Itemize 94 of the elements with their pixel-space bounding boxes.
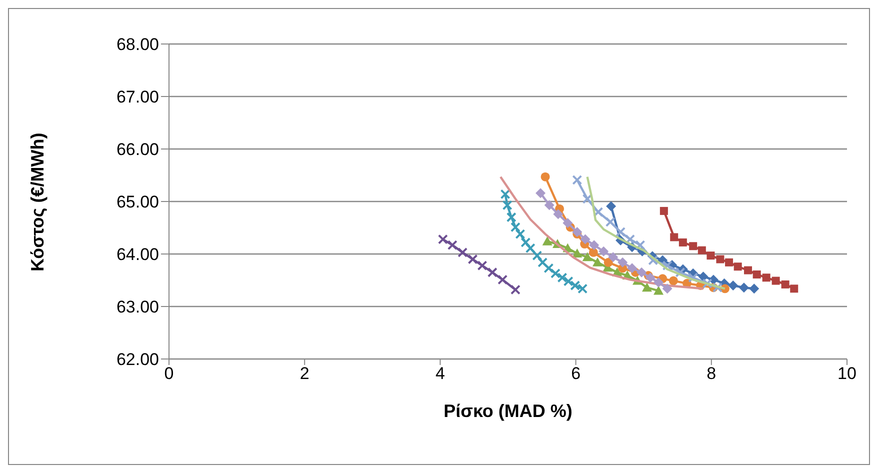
point bbox=[734, 262, 742, 271]
point bbox=[606, 201, 616, 212]
point bbox=[582, 252, 592, 262]
point bbox=[688, 272, 698, 283]
point bbox=[582, 194, 592, 204]
point bbox=[557, 272, 568, 283]
point bbox=[689, 242, 698, 250]
point bbox=[698, 246, 706, 254]
y-tick-label: 67.00 bbox=[116, 88, 159, 107]
x-tick-label: 2 bbox=[300, 364, 310, 384]
point bbox=[654, 286, 664, 295]
point bbox=[588, 248, 598, 257]
y-tick-label: 65.00 bbox=[116, 192, 159, 212]
point bbox=[642, 282, 652, 292]
point bbox=[781, 280, 790, 288]
point bbox=[572, 174, 582, 185]
y-tick-label: 63.00 bbox=[116, 298, 159, 317]
y-tick-label: 66.00 bbox=[116, 140, 159, 160]
x-tick-label: 4 bbox=[435, 364, 445, 384]
point bbox=[500, 189, 510, 200]
point bbox=[749, 284, 760, 294]
point bbox=[563, 276, 574, 286]
point bbox=[562, 218, 573, 228]
point bbox=[752, 270, 761, 278]
point bbox=[589, 240, 600, 250]
point bbox=[738, 282, 749, 293]
point bbox=[712, 282, 722, 293]
point bbox=[498, 274, 508, 285]
point bbox=[520, 237, 531, 248]
point bbox=[510, 222, 520, 232]
point bbox=[698, 272, 708, 282]
point bbox=[678, 238, 687, 246]
point bbox=[648, 255, 658, 266]
point bbox=[605, 216, 616, 227]
y-tick-label: 62.00 bbox=[116, 350, 159, 370]
point bbox=[510, 284, 520, 295]
point bbox=[762, 274, 770, 282]
point bbox=[635, 240, 646, 250]
point bbox=[525, 243, 536, 254]
point bbox=[572, 226, 582, 237]
y-axis-title: Κόστος (€/MWh) bbox=[27, 132, 48, 272]
point bbox=[544, 263, 554, 274]
point bbox=[627, 263, 638, 274]
point bbox=[506, 212, 516, 222]
point bbox=[716, 255, 724, 264]
point bbox=[458, 247, 468, 258]
point bbox=[544, 200, 554, 210]
point bbox=[670, 233, 678, 242]
point bbox=[616, 226, 626, 237]
point bbox=[662, 284, 672, 294]
point bbox=[538, 257, 548, 268]
point bbox=[604, 258, 613, 267]
point bbox=[728, 280, 738, 290]
x-tick-label: 10 bbox=[838, 364, 856, 384]
point bbox=[706, 252, 715, 260]
point bbox=[536, 188, 546, 198]
point bbox=[608, 252, 618, 262]
point bbox=[502, 200, 512, 210]
point bbox=[668, 276, 678, 286]
point bbox=[438, 234, 448, 244]
point bbox=[625, 234, 636, 244]
x-tick-label: 0 bbox=[164, 364, 174, 384]
point bbox=[744, 266, 752, 274]
point bbox=[592, 257, 602, 266]
point bbox=[532, 250, 542, 261]
point bbox=[477, 260, 488, 271]
point bbox=[645, 272, 656, 283]
point bbox=[580, 234, 590, 244]
point bbox=[725, 258, 734, 266]
point bbox=[553, 209, 564, 220]
point bbox=[675, 267, 686, 278]
point bbox=[618, 257, 628, 268]
y-tick-label: 64.00 bbox=[116, 245, 159, 264]
point bbox=[572, 248, 582, 258]
x-tick-label: 8 bbox=[706, 364, 716, 384]
point bbox=[447, 240, 458, 250]
point bbox=[515, 229, 526, 240]
point bbox=[654, 277, 664, 288]
y-tick-label: 68.00 bbox=[116, 35, 159, 54]
point bbox=[636, 267, 647, 278]
point bbox=[550, 268, 560, 278]
x-tick-label: 6 bbox=[571, 364, 581, 384]
point bbox=[542, 236, 552, 246]
point bbox=[593, 207, 604, 217]
point bbox=[772, 276, 780, 285]
point bbox=[702, 278, 712, 288]
point bbox=[487, 267, 498, 278]
point bbox=[468, 254, 478, 264]
point bbox=[662, 260, 672, 271]
point bbox=[790, 284, 798, 293]
x-axis-title: Ρίσκο (MAD %) bbox=[444, 401, 572, 421]
point bbox=[540, 172, 550, 182]
point bbox=[660, 206, 668, 215]
point bbox=[598, 246, 609, 256]
